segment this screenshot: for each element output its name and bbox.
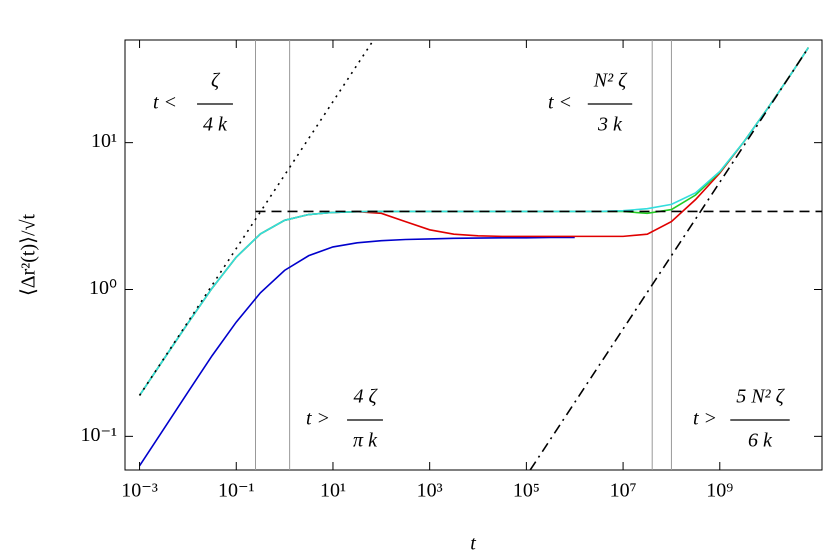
- annotation-lhs: t >: [306, 408, 330, 430]
- curve: [138, 236, 575, 467]
- annotation-denominator: 4 k: [203, 114, 228, 136]
- y-axis-label: ⟨Δr²(t)⟩/√t: [18, 214, 40, 297]
- x-tick-label: 10⁻¹: [218, 480, 255, 502]
- x-tick-label: 10⁻³: [121, 480, 158, 502]
- x-tick-label: 10⁷: [610, 480, 637, 502]
- y-tick-label: 10⁻¹: [80, 424, 117, 446]
- curve: [138, 47, 810, 396]
- annotation-lhs: t <: [548, 92, 572, 114]
- reference-line: [138, 40, 375, 396]
- annotation-lhs: t <: [153, 92, 177, 114]
- x-tick-label: 10⁵: [513, 480, 540, 502]
- annotation-numerator: 5 N² ζ: [736, 386, 785, 408]
- annotation-numerator: 4 ζ: [353, 386, 378, 408]
- annotation-numerator: ζ: [211, 70, 221, 92]
- x-tick-label: 10³: [417, 480, 443, 502]
- x-tick-label: 10¹: [320, 480, 346, 502]
- y-tick-label: 10⁰: [89, 277, 117, 299]
- annotation-denominator: 6 k: [748, 430, 773, 452]
- curve: [138, 47, 810, 396]
- x-axis-label: t: [470, 533, 476, 555]
- annotation-numerator: N² ζ: [593, 70, 628, 92]
- plot-frame: [124, 39, 823, 471]
- reference-line: [529, 47, 810, 470]
- plot-area: [138, 40, 822, 470]
- annotation-denominator: 3 k: [597, 114, 623, 136]
- annotation-lhs: t >: [693, 408, 717, 430]
- y-tick-label: 10¹: [91, 130, 117, 152]
- x-tick-label: 10⁹: [706, 480, 733, 502]
- annotation-denominator: π k: [353, 430, 378, 452]
- curve: [138, 47, 810, 396]
